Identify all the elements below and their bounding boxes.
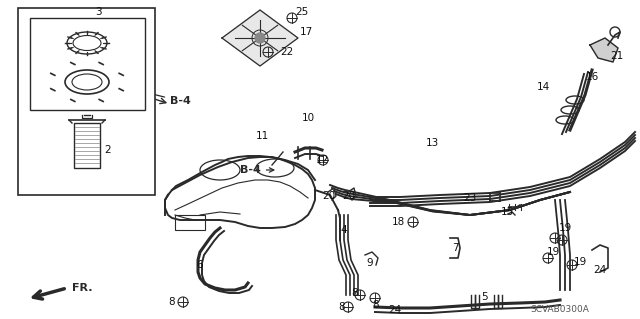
Text: 19: 19 [573,257,587,267]
Text: 24: 24 [388,305,402,315]
Text: 20: 20 [342,191,356,201]
Text: 8: 8 [339,302,346,312]
Text: 21: 21 [611,51,623,61]
Bar [74,123,100,168]
Text: 3: 3 [95,7,101,17]
Text: 8: 8 [169,297,175,307]
Text: FR.: FR. [72,283,93,293]
Text: 15: 15 [500,207,514,217]
Text: 25: 25 [296,7,308,17]
Text: 20: 20 [323,191,335,201]
Text: 14: 14 [536,82,550,92]
Text: 19: 19 [558,223,572,233]
Text: 4: 4 [340,225,348,235]
Text: 11: 11 [255,131,269,141]
Bar [74,123,100,168]
Text: 9: 9 [367,258,373,268]
Text: 22: 22 [280,47,294,57]
Text: 17: 17 [300,27,312,37]
Polygon shape [590,38,618,62]
Text: 23: 23 [463,193,477,203]
Text: 8: 8 [372,300,380,310]
Circle shape [255,33,265,43]
Bar [18,8,155,195]
Ellipse shape [65,70,109,94]
Bar [30,18,145,110]
Text: 13: 13 [426,138,438,148]
Text: 6: 6 [196,260,204,270]
Text: 10: 10 [301,113,315,123]
Text: 12: 12 [316,155,328,165]
Ellipse shape [67,32,107,54]
Text: 18: 18 [392,217,404,227]
Text: B-4: B-4 [124,86,191,106]
Text: B-4: B-4 [240,165,274,175]
Text: SCVAB0300A: SCVAB0300A [531,306,589,315]
Text: 24: 24 [593,265,607,275]
Bar [175,215,205,230]
Text: 19: 19 [547,247,559,257]
Text: 7: 7 [452,243,458,253]
Polygon shape [222,10,298,66]
Text: 2: 2 [105,145,111,155]
Text: 5: 5 [481,292,487,302]
Text: 16: 16 [586,72,598,82]
Text: 8: 8 [352,288,358,298]
